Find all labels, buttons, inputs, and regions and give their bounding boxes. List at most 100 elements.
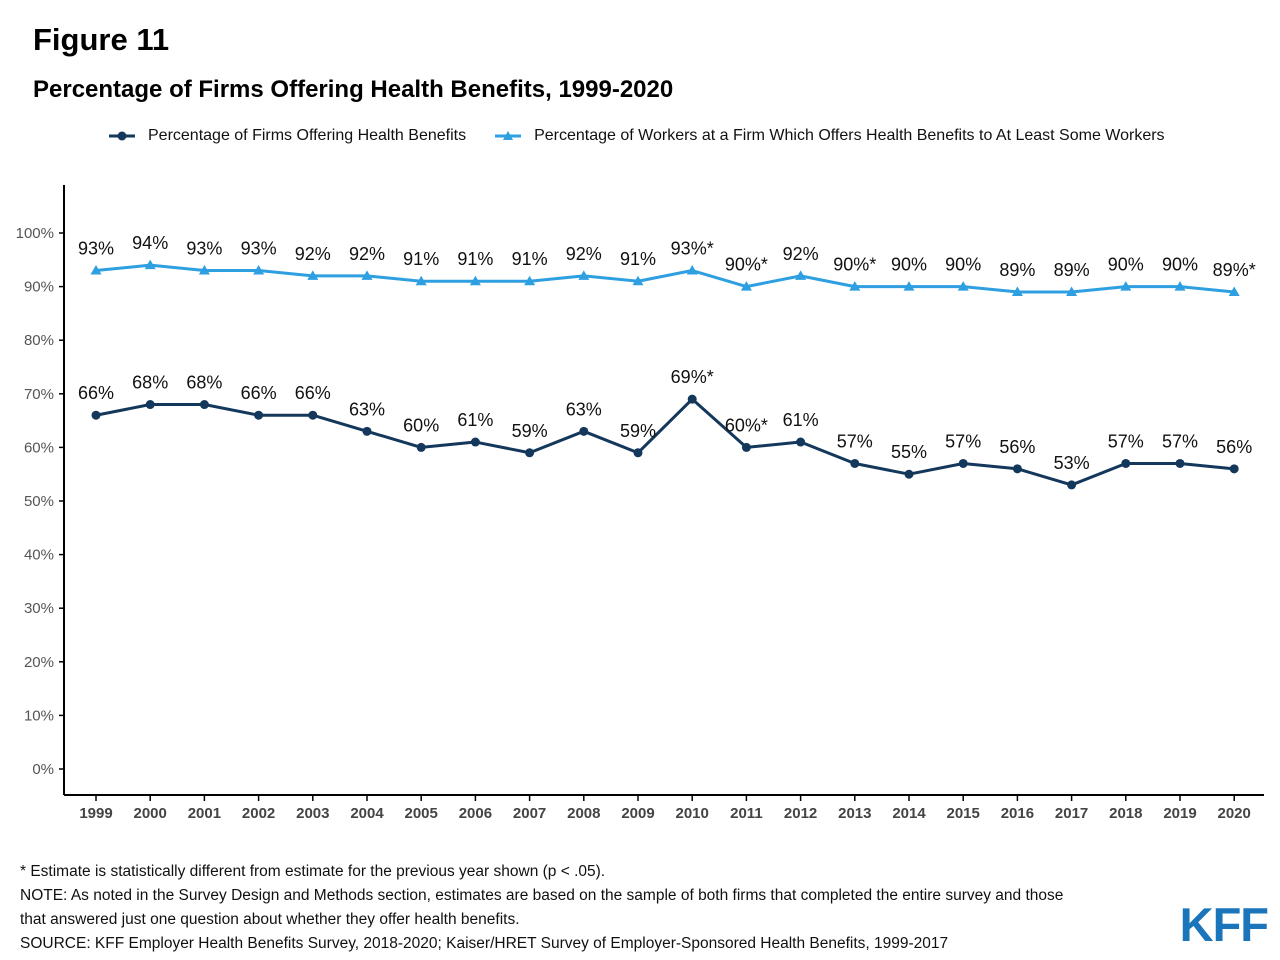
firms-data-point bbox=[416, 442, 426, 452]
workers-data-label: 90% bbox=[1108, 255, 1144, 275]
x-tick-label: 2015 bbox=[947, 805, 980, 822]
x-tick-label: 2006 bbox=[459, 805, 492, 822]
firms-data-label: 56% bbox=[1216, 437, 1252, 457]
firms-data-label: 66% bbox=[241, 383, 277, 403]
workers-data-point bbox=[307, 270, 319, 280]
firms-data-point bbox=[850, 458, 860, 468]
firms-data-point bbox=[904, 469, 914, 479]
workers-data-point bbox=[1120, 281, 1132, 291]
workers-data-point bbox=[686, 265, 698, 275]
firms-data-point bbox=[1121, 458, 1131, 468]
workers-data-label: 90% bbox=[891, 255, 927, 275]
method-note-line-1: NOTE: As noted in the Survey Design and … bbox=[20, 887, 1064, 904]
firms-data-label: 61% bbox=[457, 410, 493, 430]
x-tick-label: 2007 bbox=[513, 805, 546, 822]
workers-data-label: 90%* bbox=[725, 255, 768, 275]
y-tick-label: 10% bbox=[24, 707, 54, 724]
firms-data-label: 53% bbox=[1054, 453, 1090, 473]
y-tick-label: 90% bbox=[24, 279, 54, 296]
workers-data-label: 93% bbox=[186, 239, 222, 259]
x-tick-label: 2000 bbox=[134, 805, 167, 822]
workers-data-label: 90% bbox=[1162, 255, 1198, 275]
workers-data-point bbox=[469, 275, 481, 286]
workers-data-point bbox=[1228, 286, 1240, 296]
y-tick-label: 40% bbox=[24, 547, 54, 564]
workers-data-label: 92% bbox=[349, 244, 385, 264]
asterisk-note: * Estimate is statistically different fr… bbox=[20, 863, 606, 880]
workers-data-point bbox=[1174, 281, 1186, 291]
x-tick-label: 2008 bbox=[567, 805, 600, 822]
legend-item-firms: Percentage of Firms Offering Health Bene… bbox=[108, 127, 466, 145]
y-tick-label: 100% bbox=[16, 225, 54, 242]
workers-data-point bbox=[1011, 286, 1023, 296]
firms-data-point bbox=[1229, 464, 1239, 474]
notes: * Estimate is statistically different fr… bbox=[20, 860, 1063, 956]
legend-firms-swatch bbox=[109, 131, 135, 141]
y-tick-label: 60% bbox=[24, 439, 54, 456]
workers-data-label: 91% bbox=[457, 249, 493, 269]
firms-data-point bbox=[741, 442, 751, 452]
firms-data-point bbox=[1067, 480, 1077, 490]
legend-workers-label: Percentage of Workers at a Firm Which Of… bbox=[534, 127, 1165, 144]
firms-data-point bbox=[470, 437, 480, 447]
x-tick-label: 2004 bbox=[350, 805, 384, 822]
workers-data-point bbox=[361, 270, 373, 280]
x-tick-label: 2009 bbox=[621, 805, 654, 822]
x-tick-label: 2018 bbox=[1109, 805, 1142, 822]
workers-data-point bbox=[903, 281, 915, 291]
firms-data-point bbox=[579, 426, 589, 436]
firms-data-label: 56% bbox=[999, 437, 1035, 457]
workers-data-label: 90%* bbox=[833, 255, 876, 275]
method-note-line-2: that answered just one question about wh… bbox=[20, 911, 520, 928]
x-tick-label: 2019 bbox=[1163, 805, 1196, 822]
firms-data-point bbox=[1175, 458, 1185, 468]
legend-workers-swatch bbox=[495, 131, 522, 140]
firms-data-label: 66% bbox=[295, 383, 331, 403]
workers-data-point bbox=[144, 259, 156, 270]
firms-data-label: 57% bbox=[1162, 431, 1198, 451]
x-tick-label: 2011 bbox=[730, 805, 763, 822]
y-tick-label: 30% bbox=[24, 600, 54, 617]
workers-data-label: 89%* bbox=[1213, 260, 1256, 280]
workers-data-point bbox=[198, 265, 210, 275]
legend-firms-label: Percentage of Firms Offering Health Bene… bbox=[148, 127, 467, 144]
firms-data-point bbox=[362, 426, 372, 436]
legend-item-workers: Percentage of Workers at a Firm Which Of… bbox=[494, 127, 1165, 145]
firms-data-label: 68% bbox=[132, 373, 168, 393]
x-tick-label: 2010 bbox=[676, 805, 709, 822]
workers-data-label: 89% bbox=[1054, 260, 1090, 280]
y-tick-label: 0% bbox=[32, 761, 54, 778]
workers-data-point bbox=[415, 275, 427, 286]
firms-data-label: 55% bbox=[891, 442, 927, 462]
x-tick-label: 2001 bbox=[188, 805, 221, 822]
source-note: SOURCE: KFF Employer Health Benefits Sur… bbox=[20, 935, 949, 952]
y-tick-label: 50% bbox=[24, 493, 54, 510]
firms-data-label: 63% bbox=[566, 399, 602, 419]
y-tick-label: 80% bbox=[24, 332, 54, 349]
firms-data-label: 69%* bbox=[671, 367, 714, 387]
firms-data-point bbox=[633, 448, 643, 458]
firms-data-point bbox=[796, 437, 806, 447]
workers-data-label: 93% bbox=[241, 239, 277, 259]
workers-data-label: 92% bbox=[566, 244, 602, 264]
workers-data-label: 91% bbox=[620, 249, 656, 269]
workers-data-point bbox=[1066, 286, 1078, 296]
workers-data-label: 94% bbox=[132, 233, 168, 253]
workers-data-label: 93%* bbox=[671, 239, 714, 259]
kff-logo: KFF bbox=[1179, 898, 1269, 951]
workers-data-point bbox=[632, 275, 644, 286]
firms-data-point bbox=[254, 410, 264, 420]
workers-data-label: 91% bbox=[403, 249, 439, 269]
firms-series-line bbox=[95, 397, 1235, 487]
workers-data-point bbox=[524, 275, 536, 286]
x-tick-label: 2002 bbox=[242, 805, 275, 822]
x-tick-label: 2005 bbox=[405, 805, 438, 822]
firms-data-label: 59% bbox=[512, 421, 548, 441]
firms-data-label: 66% bbox=[78, 383, 114, 403]
chart-title: Percentage of Firms Offering Health Bene… bbox=[33, 76, 674, 103]
workers-data-point bbox=[578, 270, 590, 280]
x-tick-label: 2014 bbox=[892, 805, 926, 822]
firms-data-point bbox=[958, 458, 968, 468]
workers-data-label: 91% bbox=[512, 249, 548, 269]
